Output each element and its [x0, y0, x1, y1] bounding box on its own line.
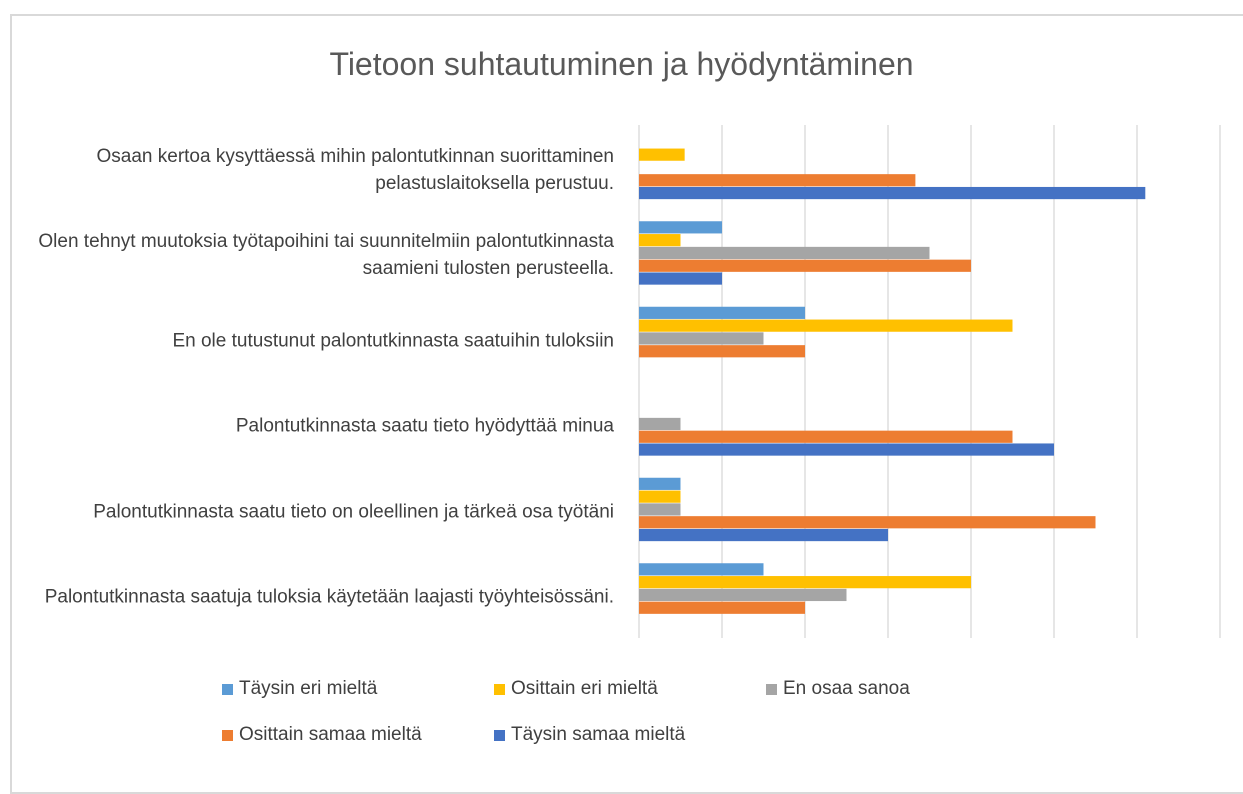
bar [639, 516, 1096, 529]
bar [639, 490, 681, 503]
legend-label: Osittain samaa mieltä [239, 724, 422, 745]
bar [639, 259, 971, 272]
legend-item: En osaa sanoa [766, 678, 996, 700]
legend: Täysin eri mieltä Osittain eri mieltä En o… [222, 678, 1022, 746]
legend-swatch [222, 729, 233, 741]
category-label: Olen tehnyt muutoksia työtapoihini tai s… [38, 231, 614, 280]
legend-swatch [494, 729, 505, 741]
bar [639, 563, 764, 576]
bar [639, 272, 722, 285]
legend-swatch [766, 683, 777, 695]
bar [639, 417, 681, 431]
legend-item: Täysin eri mieltä [222, 678, 494, 700]
bar [639, 576, 971, 589]
bar [639, 503, 681, 516]
category-label: Osaan kertoa kysyttäessä mihin palontutk… [96, 145, 615, 194]
legend-label: En osaa sanoa [783, 678, 910, 699]
legend-item: Täysin samaa mieltä [494, 724, 766, 746]
bar [639, 477, 681, 490]
legend-item: Osittain eri mieltä [494, 678, 766, 700]
bar [639, 174, 916, 187]
bar [639, 588, 847, 602]
category-label: Palontutkinnasta saatuja tuloksia käytet… [44, 586, 614, 608]
bar [639, 443, 1054, 456]
legend-label: Täysin samaa mieltä [511, 724, 686, 745]
legend-item: Osittain samaa mieltä [222, 724, 494, 746]
bar [639, 148, 685, 161]
bar [639, 234, 681, 247]
bar [639, 306, 805, 319]
bar [639, 430, 1013, 443]
category-label: Palontutkinnasta saatu tieto on oleellin… [93, 501, 614, 523]
category-label: Palontutkinnasta saatu tieto hyödyttää m… [235, 415, 614, 437]
legend-label: Osittain eri mieltä [511, 678, 658, 699]
legend-swatch [494, 683, 505, 695]
category-label: En ole tutustunut palontutkinnasta saatu… [172, 330, 614, 352]
bar [639, 319, 1013, 332]
bar [639, 601, 805, 614]
bar [639, 528, 888, 542]
bar [639, 186, 1146, 200]
bar [639, 345, 805, 358]
bar [639, 221, 722, 234]
chart-title: Tietoon suhtautuminen ja hyödyntäminen [329, 46, 914, 82]
bar [639, 332, 764, 345]
legend-label: Täysin eri mieltä [239, 678, 378, 699]
legend-swatch [222, 683, 233, 695]
bar [639, 246, 930, 260]
